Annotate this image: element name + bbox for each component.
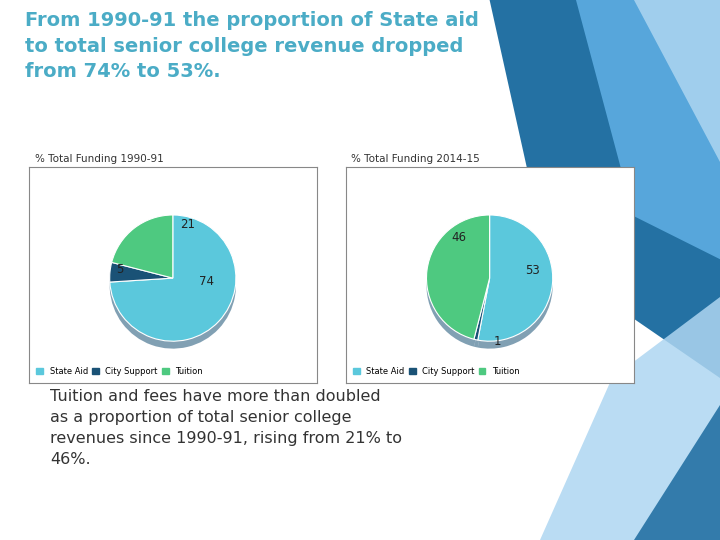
Wedge shape [112, 222, 173, 286]
Wedge shape [110, 222, 236, 349]
Text: 74: 74 [199, 275, 214, 288]
Wedge shape [426, 215, 490, 339]
Polygon shape [490, 0, 720, 378]
Text: % Total Funding 1990-91: % Total Funding 1990-91 [35, 154, 163, 164]
Wedge shape [474, 286, 490, 348]
Text: 5: 5 [116, 262, 123, 276]
Wedge shape [110, 215, 236, 341]
Text: 53: 53 [526, 264, 540, 277]
Wedge shape [109, 270, 173, 289]
Legend: State Aid, City Support, Tuition: State Aid, City Support, Tuition [33, 363, 206, 379]
Polygon shape [634, 0, 720, 162]
Wedge shape [112, 215, 173, 278]
Text: 1: 1 [493, 335, 501, 348]
Polygon shape [576, 0, 720, 259]
Text: 21: 21 [180, 218, 195, 231]
Wedge shape [474, 278, 490, 340]
Wedge shape [478, 215, 553, 341]
Wedge shape [109, 262, 173, 282]
Polygon shape [634, 405, 720, 540]
Text: From 1990-91 the proportion of State aid
to total senior college revenue dropped: From 1990-91 the proportion of State aid… [25, 11, 479, 82]
Wedge shape [426, 222, 490, 347]
Polygon shape [540, 297, 720, 540]
Text: % Total Funding 2014-15: % Total Funding 2014-15 [351, 154, 480, 164]
Legend: State Aid, City Support, Tuition: State Aid, City Support, Tuition [350, 363, 523, 379]
Text: 46: 46 [451, 231, 466, 244]
Wedge shape [478, 222, 553, 349]
Text: Tuition and fees have more than doubled
as a proportion of total senior college
: Tuition and fees have more than doubled … [50, 389, 402, 467]
